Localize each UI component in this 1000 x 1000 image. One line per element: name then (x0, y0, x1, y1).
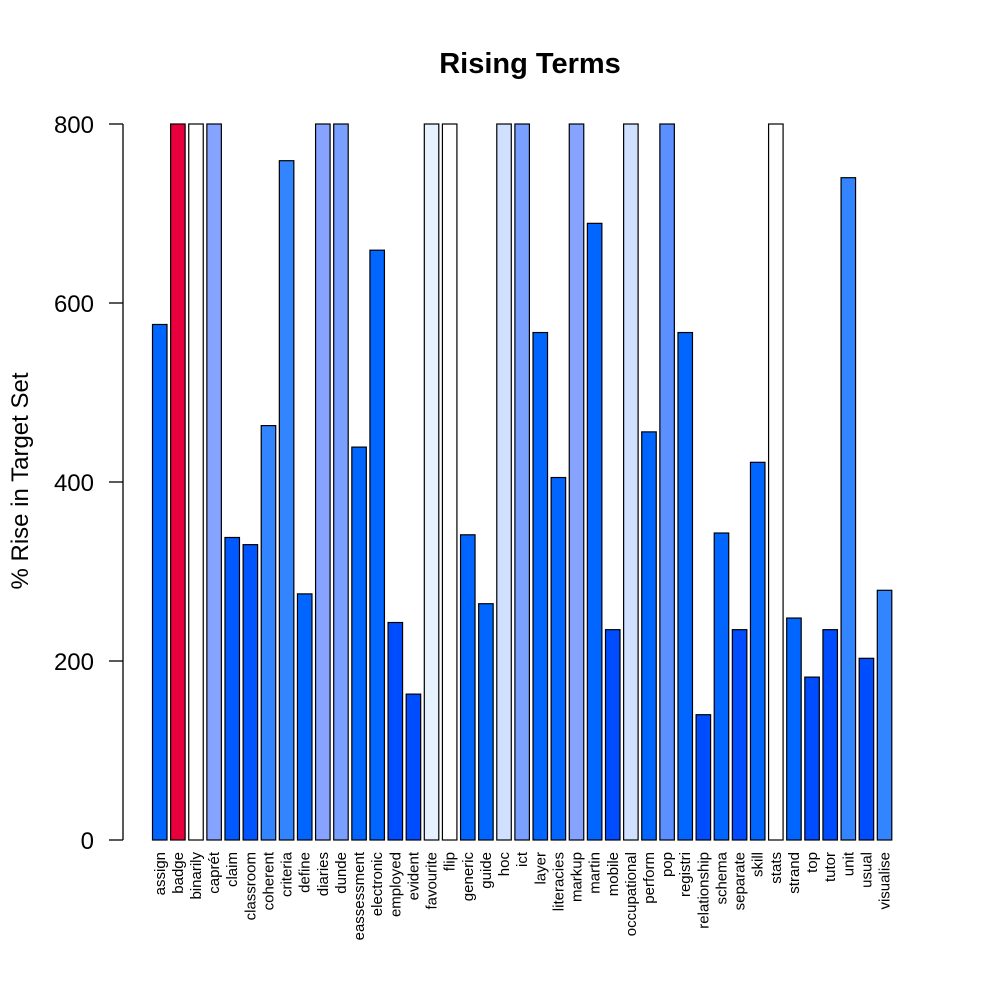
x-tick-label: claim (224, 852, 241, 887)
bar-registri (677, 331, 694, 841)
x-tick-label: markup (569, 852, 586, 902)
x-tick-label: generic (460, 852, 477, 902)
bar-schema (713, 532, 730, 841)
bar-tutor (822, 629, 839, 841)
bar-flip (441, 123, 458, 841)
bar-unit (840, 177, 857, 841)
bar-strand (786, 617, 802, 841)
bar-binarily (188, 123, 204, 841)
bar-assign (151, 323, 168, 841)
x-tick-label: tutor (822, 852, 839, 882)
x-tick-label: literacies (550, 852, 567, 911)
x-tick-label: electronic (369, 852, 386, 917)
x-tick-label: diaries (315, 852, 332, 896)
x-tick-label: martin (587, 852, 604, 894)
x-tick-label: skill (750, 852, 767, 877)
bar-perform (641, 431, 657, 841)
y-tick-label: 200 (54, 649, 94, 676)
bar-classroom (242, 544, 259, 841)
bar-occupational (623, 123, 639, 841)
y-axis-label: % Rise in Target Set (7, 372, 34, 589)
x-tick-label: schema (713, 851, 730, 904)
chart-title: Rising Terms (439, 48, 621, 80)
x-tick-label: registri (677, 852, 694, 897)
x-tick-label: hoc (496, 852, 513, 877)
x-tick-label: mobile (605, 852, 622, 896)
y-tick-label: 800 (54, 112, 94, 139)
bar-markup (568, 123, 585, 841)
bar-skill (749, 461, 766, 841)
x-tick-label: layer (532, 852, 549, 885)
x-tick-label: strand (786, 852, 803, 894)
x-tick-label: stats (768, 852, 785, 884)
bar-relationship (695, 714, 712, 841)
x-axis-tick-labels: assign badge binarily caprét claim classroom c… (152, 851, 894, 940)
x-tick-label: relationship (695, 852, 712, 929)
bar-electronic (369, 249, 386, 841)
x-tick-label: evident (405, 851, 422, 900)
x-tick-label: occupational (623, 852, 640, 936)
y-tick-label: 400 (54, 470, 94, 497)
bar-evident (405, 693, 422, 841)
bar-define (296, 593, 313, 841)
x-tick-label: employed (387, 852, 404, 917)
bar-guide (478, 603, 494, 841)
bar-hoc (496, 123, 512, 841)
x-tick-label: criteria (279, 851, 296, 897)
x-tick-label: top (804, 852, 821, 873)
y-axis: 0 200 400 600 800 (54, 112, 124, 855)
x-tick-label: badge (170, 852, 187, 894)
x-tick-label: separate (732, 852, 749, 910)
x-tick-label: flip (442, 852, 459, 871)
bar-employed (387, 621, 404, 841)
bar-generic (459, 534, 476, 841)
x-tick-label: binarily (188, 852, 205, 900)
x-tick-label: usual (858, 852, 875, 888)
bar-literacies (550, 476, 567, 841)
bar-separate (731, 629, 748, 841)
x-tick-label: ict (514, 851, 531, 867)
bar-claim (224, 536, 241, 841)
bar-dunde (333, 123, 349, 841)
bar-layer (532, 331, 549, 841)
x-tick-label: unit (840, 851, 857, 876)
bar-criteria (278, 160, 295, 841)
bar-diaries (314, 123, 331, 841)
bar-ict (514, 123, 531, 841)
bar-usual (858, 657, 875, 841)
x-tick-label: eassessment (351, 851, 368, 940)
bar-top (804, 676, 820, 841)
bar-pop (659, 123, 675, 841)
x-tick-label: classroom (242, 852, 259, 920)
x-tick-label: pop (659, 852, 676, 877)
x-tick-label: assign (152, 852, 169, 895)
bar-martin (586, 222, 603, 841)
x-tick-label: dunde (333, 852, 350, 894)
x-tick-label: coherent (260, 851, 277, 910)
x-tick-label: visualise (877, 852, 894, 910)
bar-visualise (876, 589, 893, 841)
y-tick-label: 0 (81, 828, 94, 855)
y-tick-label: 600 (54, 291, 94, 318)
bar-caprét (206, 123, 222, 841)
x-tick-label: caprét (206, 851, 223, 894)
x-tick-label: favourite (424, 852, 441, 910)
x-tick-label: guide (478, 852, 495, 889)
x-tick-label: define (297, 852, 314, 893)
bar-favourite (423, 123, 440, 841)
bar-series (151, 123, 893, 841)
bar-coherent (260, 425, 277, 841)
x-tick-label: perform (641, 852, 658, 904)
bar-eassessment (351, 446, 367, 841)
bar-mobile (604, 629, 621, 841)
bar-badge (170, 123, 186, 841)
bar-stats (767, 123, 784, 841)
